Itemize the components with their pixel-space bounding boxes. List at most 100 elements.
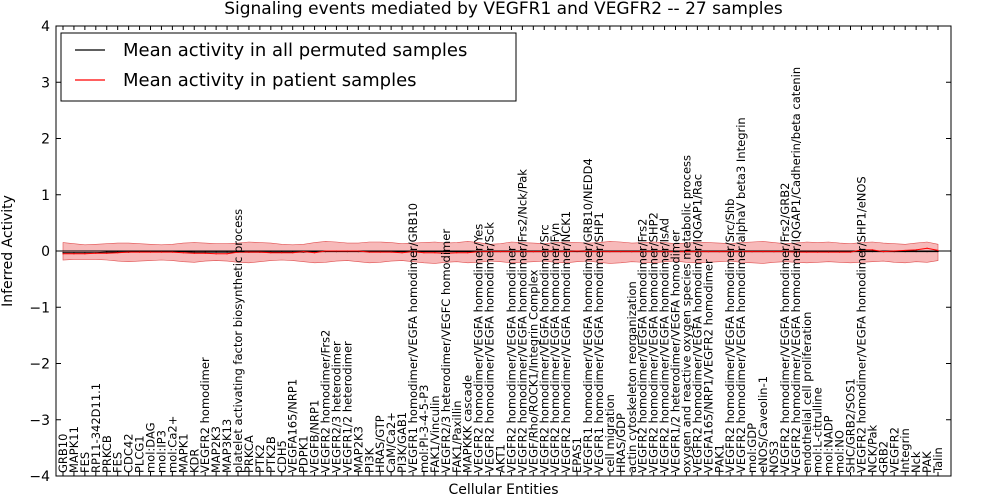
x-tick-label: VEGFA165/NRP1/VEGFR2 homodimer (701, 259, 715, 473)
series-1-point (663, 250, 666, 253)
x-tick-label: MAP2K3 (351, 426, 365, 473)
series-1-point (565, 250, 567, 253)
x-tick-label: FES (78, 452, 92, 473)
series-0-point (871, 250, 873, 253)
x-tick-label: KDR (187, 449, 201, 473)
series-1-point (598, 250, 600, 253)
x-tick-label: VEGFR1/2 heterodimer/VEGFA homodimer (669, 230, 683, 473)
x-tick-label: RP11-342D11.1 (89, 383, 103, 473)
x-tick-label: VEGFR2 homodimer/VEGFA homodimer/IQGAP1/… (690, 174, 704, 473)
x-tick-label: VEGFR2 homodimer/VEGFA homodimer/Src (537, 224, 551, 473)
series-1-point (653, 250, 655, 253)
x-tick-label: VEGFB/NRP1 (308, 400, 322, 473)
x-tick-label: eNOS/Caveolin-1 (756, 376, 770, 473)
series-0-point (904, 250, 906, 253)
x-tick-label: GRB10 (56, 434, 70, 473)
x-tick-label: AKT1 (494, 444, 508, 473)
series-0-point (915, 250, 917, 253)
series-0-point (434, 250, 436, 253)
series-0-point (456, 250, 458, 253)
series-1-point (806, 251, 808, 253)
series-1-point (478, 250, 480, 253)
legend-label-permuted: Mean activity in all permuted samples (123, 40, 467, 61)
series-1-point (674, 250, 677, 253)
series-1-point (882, 250, 884, 253)
series-1-point (587, 250, 589, 253)
series-1-point (696, 250, 698, 253)
x-tick-label: PRKCA (242, 435, 256, 473)
series-1-point (412, 250, 414, 253)
x-tick-label: Integrin (898, 428, 912, 473)
series-0-point (204, 251, 206, 253)
series-1-point (937, 249, 939, 252)
x-tick-label: VEGFR2 homodimer/VEGFA homodimer/Sck (483, 222, 497, 473)
x-tick-label: Talin (931, 447, 945, 474)
series-1-point (576, 250, 578, 252)
x-tick-label: VEGFR2 homodimer/VEGFA homodimer/Yes (472, 224, 486, 473)
y-tick-label: 0 (41, 244, 50, 260)
series-1-point (204, 252, 206, 254)
series-1-point (335, 250, 338, 252)
series-1-point (390, 251, 392, 253)
x-tick-label: FES (111, 452, 125, 473)
series-0-point (445, 250, 447, 253)
series-1-point (379, 251, 381, 253)
x-tick-label: CDC42 (122, 433, 136, 473)
x-tick-label: HRAS/GDP (614, 413, 628, 473)
series-0-point (467, 250, 469, 253)
x-tick-label: VEGFR2/3 heterodimer (329, 341, 343, 473)
x-tick-label: PTK2B (264, 436, 278, 473)
legend: Mean activity in all permuted samples Me… (60, 32, 517, 102)
legend-box (60, 32, 517, 102)
series-1-point (751, 250, 753, 253)
series-1-point (685, 250, 688, 253)
x-tick-label: VEGFR1 homodimer/VEGFA homodimer/GRB10 (406, 203, 420, 473)
x-tick-label: platelet activating factor biosynthetic … (231, 209, 245, 473)
series-1-point (817, 251, 819, 253)
series-1-point (718, 250, 720, 253)
x-tick-label: MAPK11 (67, 426, 81, 473)
x-tick-label: NCK/Pak (865, 424, 879, 473)
series-1-point (456, 252, 458, 254)
y-tick-label: −2 (29, 357, 50, 373)
x-tick-label: PAK1 (712, 444, 726, 473)
chart-title: Signaling events mediated by VEGFR1 and … (224, 0, 783, 19)
series-1-point (313, 252, 316, 254)
series-1-point (128, 251, 130, 253)
x-tick-label: VEGFR2/3 heterodimer/VEGFC homodimer (439, 229, 453, 473)
x-tick-label: VEGFR2 homodimer/VEGFA homodimer/SHP1/eN… (854, 176, 868, 473)
x-axis-label: Cellular Entities (448, 482, 558, 498)
series-1-point (182, 252, 184, 254)
series-1-point (73, 253, 75, 255)
x-tick-label: actin cytoskeleton reorganization (625, 281, 639, 473)
series-0-point (106, 251, 108, 253)
series-1-point (303, 250, 305, 253)
x-tick-label: PLCG1 (133, 435, 147, 473)
series-1-point (149, 251, 152, 253)
series-1-point (423, 252, 425, 254)
series-1-point (642, 250, 644, 253)
x-tick-label: MAPK1 (176, 433, 190, 473)
x-tick-label: PI3K (362, 447, 376, 473)
x-tick-label: VEGFR2 homodimer/VEGFA homodimer/IQGAP1/… (789, 67, 803, 473)
x-tick-label: PAK (920, 451, 934, 473)
series-1-point (138, 251, 141, 253)
plot-area: −4−3−2−101234GRB10MAPK11FESRP11-342D11.1… (29, 19, 952, 485)
series-1-point (849, 251, 852, 253)
x-tick-label: SHC/GRB2/SOS1 (844, 378, 858, 473)
series-1-point (84, 253, 86, 255)
series-1-point (171, 251, 173, 253)
x-tick-label: VEGFR2 homodimer/VEGFA homodimer/Frs2/GR… (778, 183, 792, 473)
y-tick-label: 1 (41, 188, 50, 204)
x-tick-label: VEGFR2 homodimer/VEGFA homodimer/Fyn (548, 223, 562, 473)
series-1-point (904, 249, 906, 252)
series-1-point (893, 250, 895, 252)
series-1-point (707, 250, 709, 253)
x-tick-label: VEGFR2 homodimer/VEGFA homodimer/IsAd (658, 218, 672, 473)
series-1-point (346, 250, 348, 252)
x-tick-label: mol:NO (833, 430, 847, 473)
x-tick-label: GRB2 (876, 441, 890, 473)
series-0-point (423, 250, 425, 253)
series-0-point (84, 252, 86, 254)
series-1-point (871, 249, 873, 251)
